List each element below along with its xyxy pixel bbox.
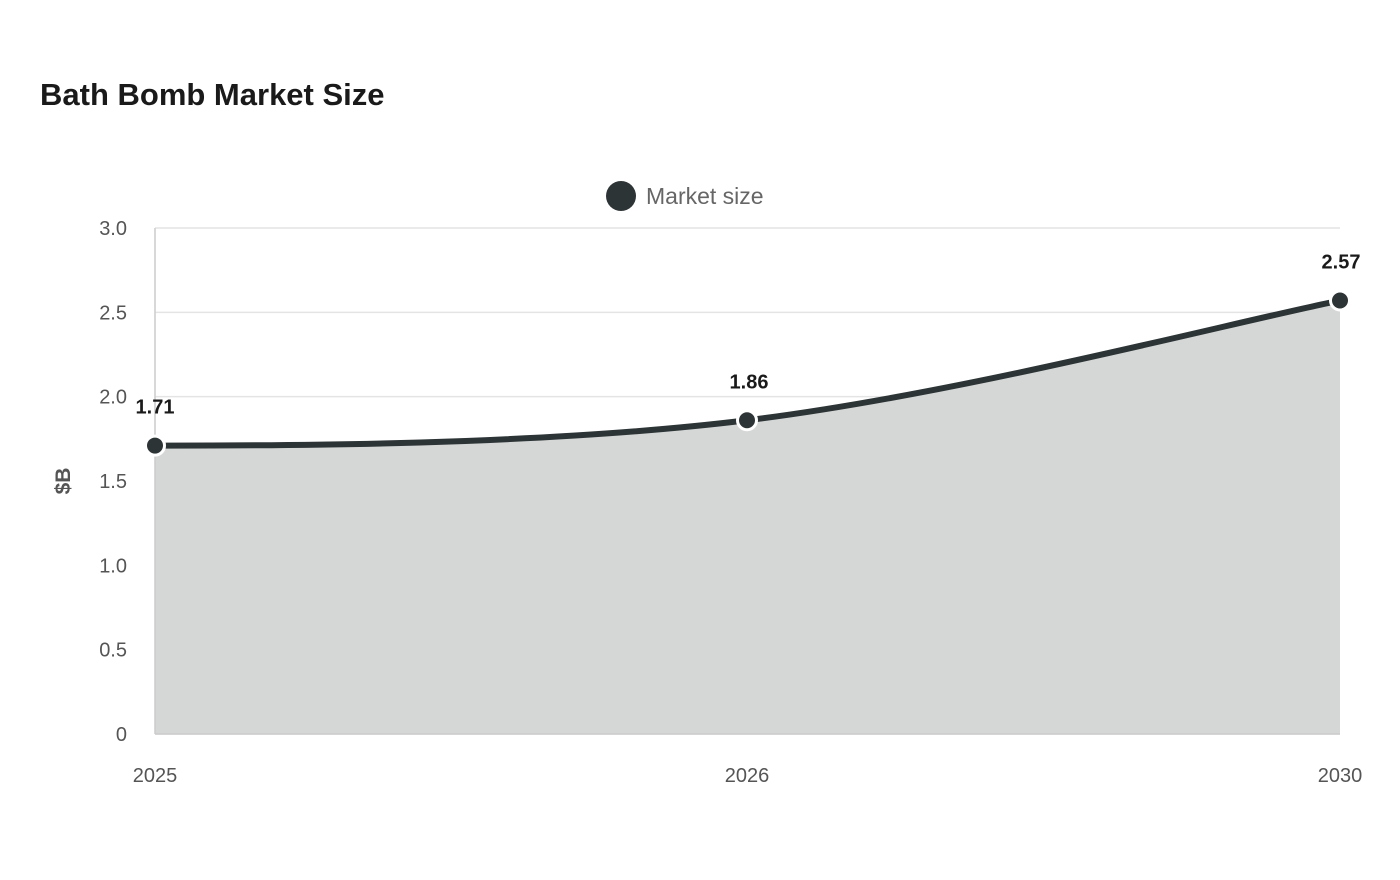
- legend-label-market-size: Market size: [646, 183, 764, 209]
- y-tick-label: 1.0: [99, 555, 127, 577]
- y-tick-label: 2.0: [99, 387, 127, 409]
- area-layer: [155, 300, 1340, 734]
- series-area: [155, 300, 1340, 734]
- y-tick-label: 0.5: [99, 640, 127, 662]
- y-tick-label: 2.5: [99, 302, 127, 324]
- data-point: [1329, 289, 1351, 312]
- data-point: [736, 409, 758, 432]
- chart-title: Bath Bomb Market Size: [40, 77, 385, 112]
- x-tick-label: 2030: [1318, 765, 1363, 787]
- data-labels: 1.71 1.86 2.57: [136, 252, 1361, 419]
- y-axis-title: $B: [52, 468, 75, 495]
- y-tick-label: 1.5: [99, 471, 127, 493]
- legend-marker-icon: [606, 181, 636, 211]
- x-tick-label: 2025: [133, 765, 178, 787]
- legend: Market size: [606, 181, 764, 211]
- x-tick-label: 2026: [725, 765, 770, 787]
- y-tick-label: 3.0: [99, 218, 127, 240]
- axis-layer: 0 0.5 1.0 1.5 2.0 2.5 3.0 2025 2026 2030: [99, 218, 1362, 787]
- data-point: [144, 434, 166, 457]
- data-points: [144, 289, 1351, 457]
- data-label: 2.57: [1322, 252, 1361, 274]
- data-label: 1.86: [730, 371, 769, 393]
- data-label: 1.71: [136, 397, 175, 419]
- y-tick-label: 0: [116, 724, 127, 746]
